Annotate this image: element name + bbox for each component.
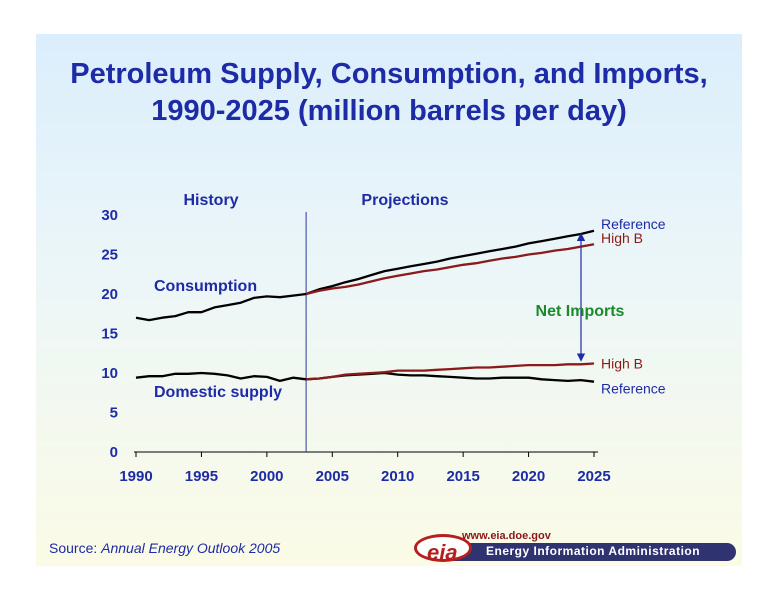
chart-title-line-1: Petroleum Supply, Consumption, and Impor…: [70, 58, 708, 90]
x-tick-label: 1995: [185, 468, 218, 485]
slide-background: Petroleum Supply, Consumption, and Impor…: [36, 34, 742, 566]
series-line-consumption-reference: [135, 229, 595, 322]
chart-series-lines: [135, 229, 595, 383]
history-label: History: [183, 192, 238, 209]
x-tick-label: 2005: [316, 468, 349, 485]
y-tick-label: 20: [101, 286, 118, 303]
y-tick-label: 30: [101, 207, 118, 224]
logo-mark: eia: [427, 540, 458, 565]
logo-oval: eia: [414, 534, 472, 565]
x-tick-label: 1990: [119, 468, 152, 485]
net-imports-label: Net Imports: [536, 303, 625, 320]
y-tick-label: 25: [101, 247, 118, 264]
chart-axes: 1990 1995 2000 2005 2010 2015 2020 202505101520…: [101, 207, 610, 485]
x-tick-label: 2025: [577, 468, 610, 485]
x-tick-label: 2000: [250, 468, 283, 485]
y-tick-label: 15: [101, 326, 118, 343]
y-tick-label: 0: [110, 444, 118, 461]
projections-label: Projections: [361, 192, 448, 209]
source-note: Source: Annual Energy Outlook 2005: [49, 540, 280, 556]
y-tick-label: 5: [110, 405, 118, 422]
y-tick-label: 10: [101, 365, 118, 382]
end-label-consumption-high-b: High B: [601, 230, 643, 246]
consumption-label: Consumption: [154, 278, 257, 295]
source-publication: Annual Energy Outlook 2005: [101, 540, 281, 556]
domestic-supply-label: Domestic supply: [154, 384, 282, 401]
chart-area: 1990 1995 2000 2005 2010 2015 2020 202505101520…: [101, 192, 666, 485]
chart-title-line-2: 1990-2025 (million barrels per day): [151, 95, 627, 127]
x-tick-label: 2020: [512, 468, 545, 485]
end-label-consumption-reference: Reference: [601, 216, 666, 232]
logo-bar: [446, 543, 736, 561]
x-tick-label: 2010: [381, 468, 414, 485]
chart-title: Petroleum Supply, Consumption, and Impor…: [36, 56, 742, 130]
end-label-domestic-supply-reference: Reference: [601, 381, 666, 397]
source-prefix: Source:: [49, 540, 102, 556]
logo-agency-name: Energy Information Administration: [486, 544, 701, 558]
eia-logo: eia www.eia.doe.gov Energy Information A…: [410, 530, 742, 566]
end-label-domestic-supply-high-b: High B: [601, 356, 643, 372]
x-tick-label: 2015: [446, 468, 479, 485]
series-line-consumption-high-b: [305, 243, 595, 296]
logo-url: www.eia.doe.gov: [462, 530, 551, 542]
series-line-domestic-supply-high-b: [306, 362, 595, 381]
